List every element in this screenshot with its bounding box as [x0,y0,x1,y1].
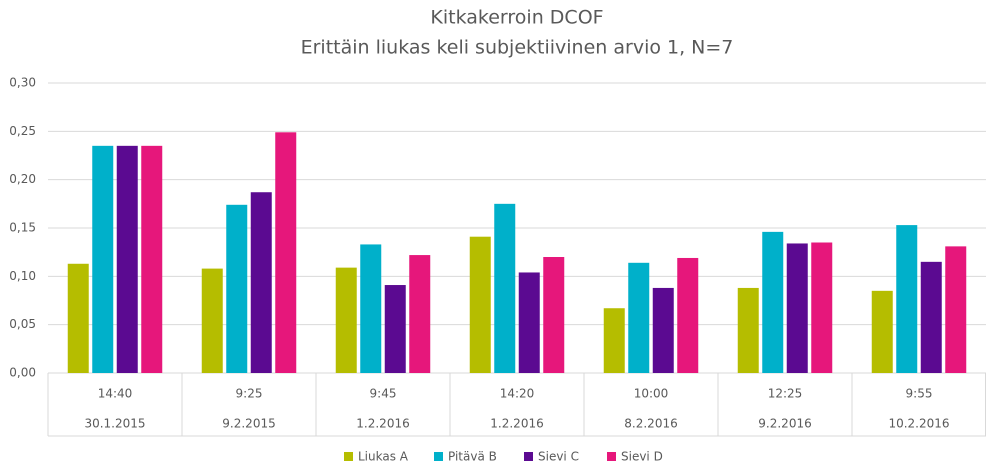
y-tick-label: 0,25 [9,124,36,138]
legend-marker [434,452,443,461]
bar [628,262,650,373]
y-tick-label: 0,10 [9,269,36,283]
x-date-label: 10.2.2016 [888,417,949,431]
x-tick-label: 14:40 [98,387,133,401]
x-date-label: 1.2.2016 [356,417,409,431]
bar [92,145,114,373]
x-date-label: 1.2.2016 [490,417,543,431]
bar [871,290,893,373]
legend-label: Liukas A [358,450,409,464]
legend-marker [524,452,533,461]
bar [603,308,625,373]
bar [896,225,918,373]
x-tick-label: 14:20 [500,387,535,401]
bar [67,263,89,373]
y-tick-label: 0,00 [9,366,36,380]
y-tick-label: 0,05 [9,317,36,331]
bar [652,287,674,373]
chart-subtitle: Erittäin liukas keli subjektiivinen arvi… [301,37,734,59]
y-tick-label: 0,15 [9,221,36,235]
bar [469,236,491,373]
y-tick-label: 0,30 [9,76,36,90]
x-tick-label: 9:45 [370,387,397,401]
x-tick-label: 9:25 [236,387,263,401]
bar [762,231,784,373]
legend-label: Sievi D [621,450,663,464]
bar [811,242,833,373]
bar [360,244,382,373]
chart-title: Kitkakerroin DCOF [430,7,603,29]
bar [116,145,138,373]
bar [543,257,565,373]
bar [677,257,699,373]
bar [275,132,297,373]
x-date-label: 9.2.2015 [222,417,275,431]
bar [518,272,540,373]
bar [335,267,357,373]
bar [250,192,272,373]
x-tick-label: 10:00 [634,387,669,401]
bar [920,261,942,373]
bar [494,203,516,373]
x-date-label: 9.2.2016 [758,417,811,431]
bar [384,285,406,373]
x-tick-label: 9:55 [906,387,933,401]
bar [141,145,163,373]
bar [945,246,967,373]
legend-marker [607,452,616,461]
y-tick-label: 0,20 [9,172,36,186]
legend-marker [344,452,353,461]
bar [786,243,808,373]
x-date-label: 30.1.2015 [84,417,145,431]
x-date-label: 8.2.2016 [624,417,677,431]
x-tick-label: 12:25 [768,387,803,401]
bar [409,255,431,373]
bar [226,204,248,373]
bar [201,268,223,373]
bar [737,287,759,373]
legend-label: Sievi C [538,450,579,464]
legend-label: Pitävä B [448,450,497,464]
